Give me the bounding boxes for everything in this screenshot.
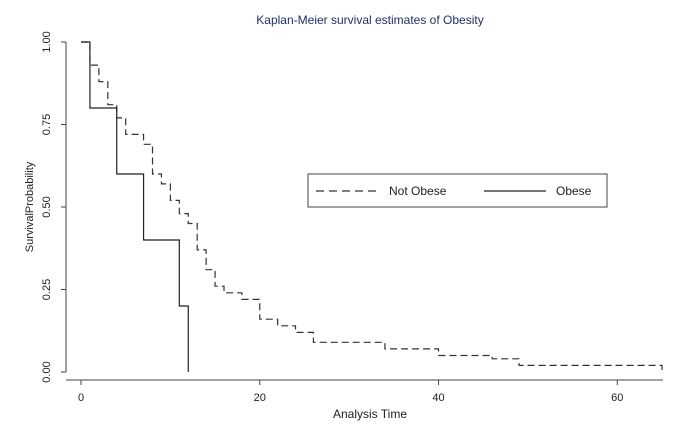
y-tick-label: 0.75 <box>41 114 53 135</box>
y-tick-label: 0.25 <box>41 279 53 300</box>
x-tick-label: 0 <box>78 392 84 404</box>
y-axis-ticks: 0.00 0.25 0.50 0.75 1.00 <box>41 31 66 383</box>
y-axis-label: SurvivalProbability <box>24 161 36 252</box>
series-line-obese <box>81 41 189 372</box>
x-axis-ticks: 0 20 40 60 <box>78 380 623 404</box>
legend: Not Obese Obese <box>307 173 608 208</box>
legend-label-not-obese: Not Obese <box>389 184 447 198</box>
x-tick-label: 20 <box>254 392 266 404</box>
y-tick-label: 0.00 <box>41 361 53 382</box>
chart-title: Kaplan-Meier survival estimates of Obesi… <box>256 13 483 27</box>
y-tick-label: 0.50 <box>41 196 53 217</box>
x-axis-label: Analysis Time <box>333 407 407 421</box>
legend-label-obese: Obese <box>556 184 592 198</box>
x-tick-label: 40 <box>432 392 444 404</box>
y-tick-label: 1.00 <box>41 31 53 52</box>
x-tick-label: 60 <box>611 392 623 404</box>
series-layer <box>81 41 663 372</box>
series-line-not-obese <box>81 41 663 372</box>
